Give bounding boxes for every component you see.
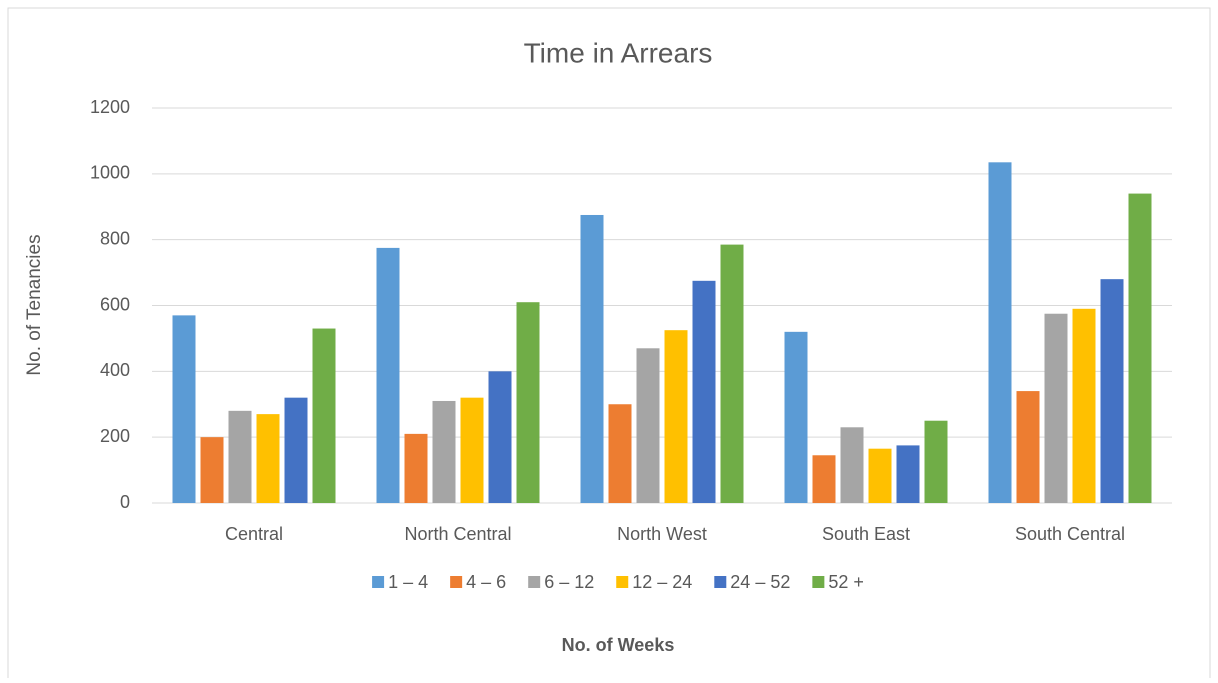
bar — [896, 445, 920, 503]
bar — [924, 420, 948, 503]
bar — [1100, 279, 1124, 503]
bar — [1072, 308, 1096, 503]
bar — [784, 331, 808, 503]
x-tick-label: North West — [617, 524, 707, 544]
legend-swatch — [616, 576, 629, 588]
bar — [1128, 193, 1152, 504]
bar — [608, 404, 632, 503]
y-axis-title: No. of Tenancies — [24, 234, 45, 375]
legend-swatch — [450, 576, 463, 588]
legend-label: 52 + — [828, 572, 864, 592]
x-tick-label: South Central — [1015, 524, 1125, 544]
y-tick-label: 1000 — [90, 163, 130, 183]
y-tick-label: 1200 — [90, 97, 130, 117]
bar — [1016, 391, 1040, 503]
bar — [516, 302, 540, 503]
bar — [460, 397, 484, 503]
y-tick-label: 0 — [120, 492, 130, 512]
bar — [580, 214, 604, 503]
bar — [840, 427, 864, 503]
bar — [636, 348, 660, 503]
bar — [868, 448, 892, 503]
bar — [376, 247, 400, 503]
y-tick-label: 400 — [100, 360, 130, 380]
legend-label: 12 – 24 — [632, 572, 692, 592]
y-tick-label: 600 — [100, 294, 130, 314]
legend-label: 6 – 12 — [544, 572, 594, 592]
bar — [228, 410, 252, 503]
bar — [284, 397, 308, 503]
legend-label: 4 – 6 — [466, 572, 506, 592]
bar — [432, 400, 456, 503]
legend-swatch — [528, 576, 541, 588]
bar — [812, 455, 836, 503]
legend-label: 24 – 52 — [730, 572, 790, 592]
legend-swatch — [812, 576, 825, 588]
bar — [256, 414, 280, 503]
bar — [488, 371, 512, 503]
bar — [692, 280, 716, 503]
y-tick-label: 200 — [100, 426, 130, 446]
bar — [200, 437, 224, 503]
bar — [172, 315, 196, 503]
bar — [664, 330, 688, 503]
legend-swatch — [372, 576, 385, 588]
bar — [720, 244, 744, 503]
bar — [404, 433, 428, 503]
x-tick-label: South East — [822, 524, 910, 544]
x-tick-label: North Central — [404, 524, 511, 544]
y-tick-label: 800 — [100, 228, 130, 248]
bar — [312, 328, 336, 503]
chart-title: Time in Arrears — [524, 37, 713, 68]
x-tick-label: Central — [225, 524, 283, 544]
legend-label: 1 – 4 — [388, 572, 428, 592]
bar — [1044, 313, 1068, 503]
x-axis-title: No. of Weeks — [562, 635, 675, 655]
legend-swatch — [714, 576, 727, 588]
bar — [988, 162, 1012, 503]
